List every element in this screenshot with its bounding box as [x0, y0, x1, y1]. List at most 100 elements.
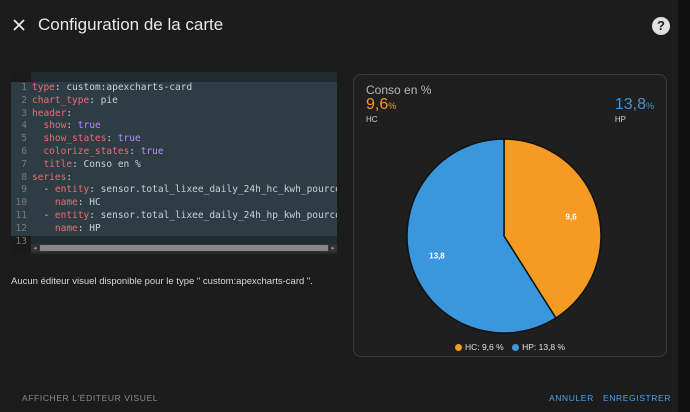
- card-title: Conso en %: [366, 83, 432, 97]
- yaml-value: sensor.total_lixee_daily_24h_hc_kwh_pour…: [100, 184, 337, 196]
- pie-slice-hp[interactable]: [406, 138, 557, 334]
- code-line[interactable]: 5 show_states: true: [11, 133, 337, 146]
- yaml-separator: :: [66, 107, 73, 119]
- pie-data-label: 9,6: [566, 213, 578, 222]
- code-text: colorize_states: true: [32, 145, 164, 159]
- yaml-separator: :: [106, 133, 118, 145]
- line-number: 13: [15, 235, 27, 247]
- code-indent: [32, 223, 55, 234]
- state-name: HC: [366, 115, 378, 124]
- yaml-separator: :: [77, 222, 90, 234]
- yaml-value: true: [77, 120, 101, 132]
- code-text: title: Conso en %: [32, 158, 141, 172]
- line-number: 4: [21, 120, 27, 132]
- yaml-key: name: [54, 222, 78, 234]
- yaml-value: pie: [100, 94, 118, 106]
- line-number: 8: [21, 171, 27, 183]
- code-line[interactable]: 9 - entity: sensor.total_lixee_daily_24h…: [11, 184, 337, 198]
- code-line[interactable]: 13: [11, 236, 337, 249]
- code-lines: 1 type: custom:apexcharts-card 2 chart_type…: [11, 82, 337, 248]
- chart-legend: HC: 9,6 % HP: 13,8 %: [354, 342, 666, 352]
- yaml-separator: :: [89, 94, 101, 106]
- line-number: 3: [21, 107, 27, 119]
- save-button[interactable]: ENREGISTRER: [603, 393, 671, 403]
- yaml-separator: :: [66, 171, 73, 183]
- code-indent: [32, 133, 43, 144]
- help-circle-icon[interactable]: ?: [652, 17, 670, 35]
- code-line[interactable]: 2 chart_type: pie: [11, 94, 337, 108]
- code-line[interactable]: 11 - entity: sensor.total_lixee_daily_24…: [11, 209, 337, 223]
- code-text: show_states: true: [32, 133, 141, 146]
- code-line[interactable]: 8 series:: [11, 171, 337, 185]
- line-number: 5: [21, 133, 27, 145]
- yaml-separator: :: [72, 158, 84, 170]
- yaml-key: type: [32, 82, 55, 93]
- state-value: 9,6: [366, 96, 389, 113]
- yaml-separator: :: [89, 184, 101, 196]
- code-indent: [32, 120, 43, 131]
- scrollbar-thumb[interactable]: [40, 245, 328, 251]
- line-number: 2: [21, 94, 27, 106]
- close-button[interactable]: [8, 14, 30, 36]
- legend-label: HC: 9,6 %: [464, 342, 504, 352]
- scroll-left-icon[interactable]: ◂: [32, 244, 38, 252]
- line-number: 7: [21, 158, 27, 170]
- legend-label: HP: 13,8 %: [522, 342, 566, 352]
- close-icon: [13, 19, 25, 31]
- line-number: 12: [15, 222, 27, 234]
- code-text: show: true: [32, 120, 101, 133]
- yaml-key: entity: [54, 209, 90, 221]
- line-number: 9: [21, 184, 27, 196]
- code-indent: [32, 197, 55, 208]
- code-line[interactable]: 1 type: custom:apexcharts-card: [11, 82, 337, 95]
- code-line[interactable]: 10 name: HC: [11, 197, 337, 210]
- line-number: 1: [21, 82, 27, 93]
- yaml-value: HC: [89, 197, 101, 209]
- legend-item-hc[interactable]: HC: 9,6 %: [454, 342, 504, 352]
- legend-dot: [512, 344, 520, 351]
- yaml-value: true: [140, 145, 164, 157]
- yaml-value: true: [117, 133, 141, 145]
- yaml-key: title: [43, 158, 73, 170]
- yaml-key: entity: [54, 184, 90, 196]
- scroll-right-icon[interactable]: ▸: [330, 244, 336, 252]
- code-text: series:: [32, 172, 72, 185]
- yaml-separator: :: [129, 145, 141, 157]
- code-text: - entity: sensor.total_lixee_daily_24h_h…: [32, 210, 337, 223]
- code-line[interactable]: 6 colorize_states: true: [11, 145, 337, 159]
- yaml-value: sensor.total_lixee_daily_24h_hp_kwh_pour…: [100, 209, 337, 221]
- line-number: 10: [15, 197, 27, 209]
- yaml-separator: :: [66, 120, 78, 132]
- no-visual-editor-message: Aucun éditeur visuel disponible pour le …: [11, 276, 313, 287]
- yaml-separator: :: [89, 209, 101, 221]
- yaml-key: colorize_states: [43, 145, 130, 157]
- background-page: [678, 0, 690, 412]
- code-text: name: HC: [32, 197, 101, 210]
- state-unit: %: [645, 101, 654, 111]
- yaml-value: Conso en %: [83, 158, 141, 170]
- line-number: 6: [21, 145, 27, 157]
- code-line[interactable]: 3 header:: [11, 107, 337, 121]
- yaml-code-editor[interactable]: 1 type: custom:apexcharts-card 2 chart_type…: [11, 72, 337, 254]
- legend-item-hp[interactable]: HP: 13,8 %: [512, 342, 565, 352]
- state-unit: %: [388, 101, 397, 111]
- pie-chart: 9,6 13,8: [406, 138, 602, 334]
- state-name: HP: [614, 115, 626, 124]
- code-line[interactable]: 12 name: HP: [11, 222, 337, 236]
- line-number: 11: [15, 209, 27, 221]
- horizontal-scrollbar[interactable]: ◂ ▸: [31, 244, 337, 252]
- code-line[interactable]: 4 show: true: [11, 120, 337, 134]
- code-line[interactable]: 7 title: Conso en %: [11, 158, 337, 172]
- code-indent: [32, 159, 43, 170]
- apexcharts-card-preview: Conso en % 9,6% HC 13,8% HP 9,6 13,8 HC: …: [353, 74, 667, 357]
- dialog-title: Configuration de la carte: [38, 15, 224, 34]
- cancel-button[interactable]: ANNULER: [549, 393, 594, 403]
- yaml-separator: :: [77, 197, 90, 209]
- yaml-value: custom:apexcharts-card: [66, 82, 193, 93]
- code-text: type: custom:apexcharts-card: [32, 82, 192, 95]
- state-hp: 13,8% HP: [615, 96, 654, 124]
- show-visual-editor-button[interactable]: AFFICHER L'ÉDITEUR VISUEL: [22, 393, 159, 403]
- state-value: 13,8: [614, 96, 646, 113]
- yaml-key: name: [54, 197, 78, 209]
